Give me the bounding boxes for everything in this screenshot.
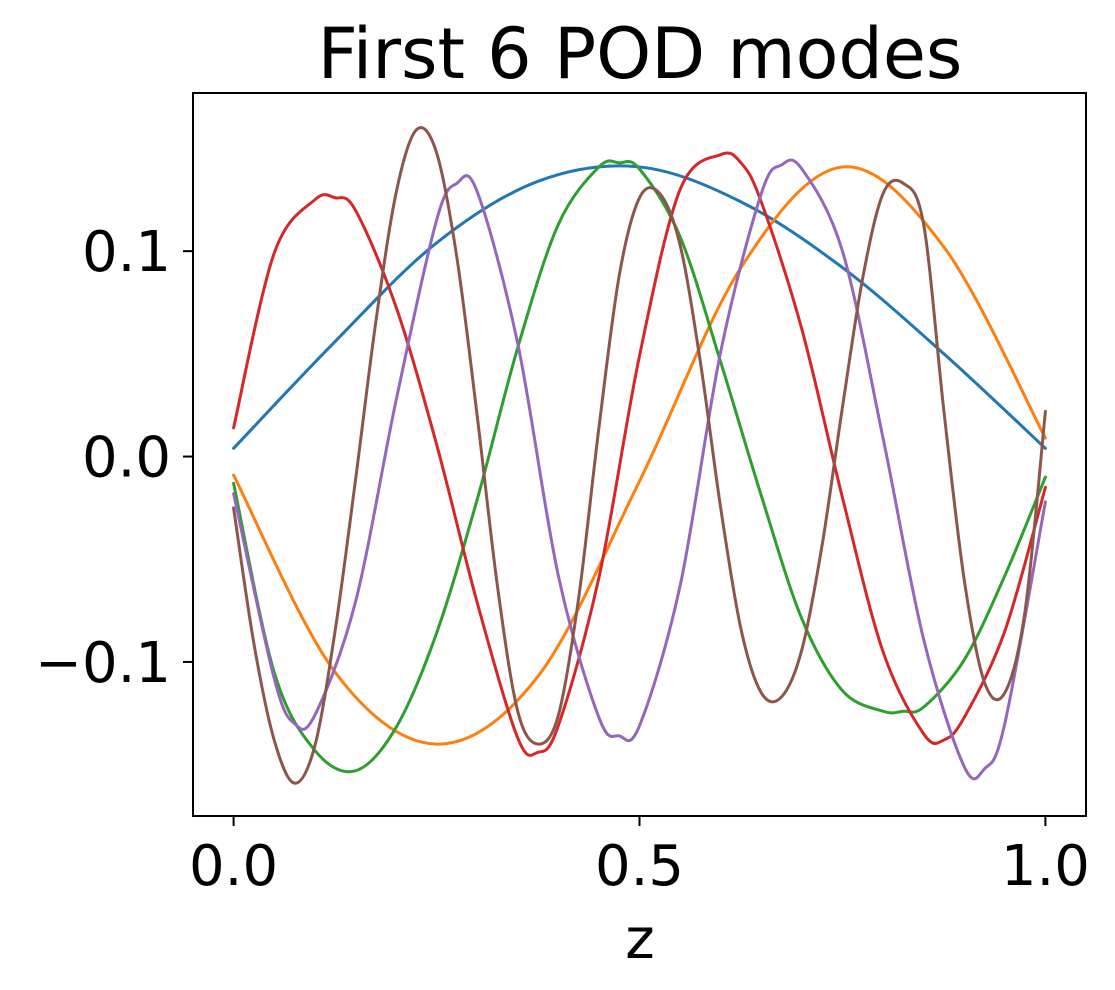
x-tick-label: 0.0 xyxy=(189,834,278,899)
y-tick-label: −0.1 xyxy=(35,631,171,696)
chart-title: First 6 POD modes xyxy=(318,13,963,95)
x-axis-label: z xyxy=(625,907,654,972)
series-line-2 xyxy=(232,165,1047,746)
series-layer xyxy=(232,126,1047,785)
series-line-6 xyxy=(232,126,1047,785)
y-axis: 0.1 0.0 −0.1 xyxy=(35,220,193,696)
x-tick-label: 1.0 xyxy=(1001,834,1090,899)
y-tick-label: 0.0 xyxy=(82,426,171,491)
plot-frame xyxy=(192,92,1087,817)
x-tick-label: 0.5 xyxy=(595,834,684,899)
series-line-5 xyxy=(232,158,1047,781)
series-line-4 xyxy=(232,151,1047,757)
series-line-3 xyxy=(232,159,1047,774)
y-tick-label: 0.1 xyxy=(82,220,171,285)
x-axis: 0.0 0.5 1.0 xyxy=(189,816,1090,899)
